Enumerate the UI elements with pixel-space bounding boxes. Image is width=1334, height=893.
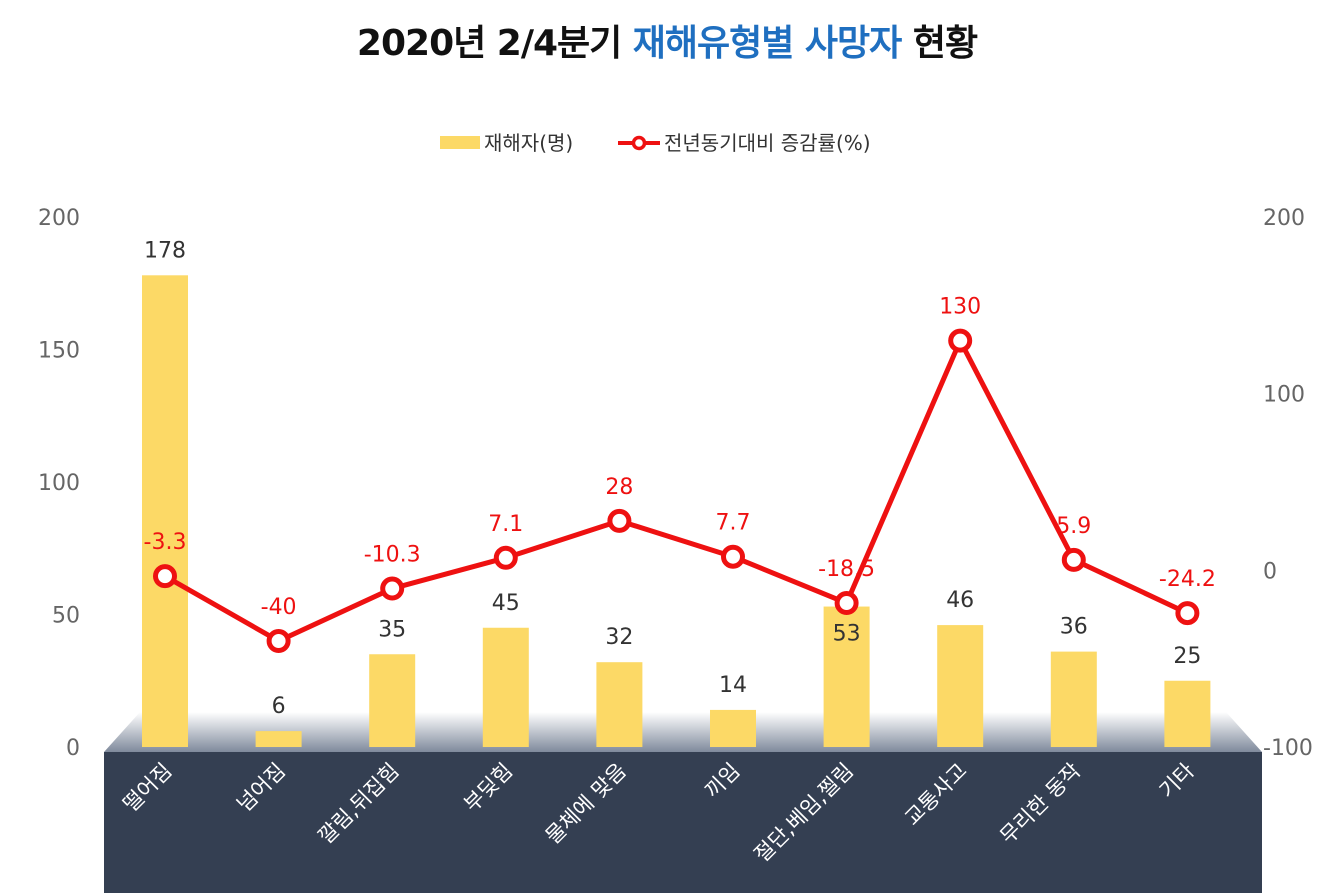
line-value-label: -3.3 [144, 530, 187, 555]
title-part-1: 2020년 2/4분기 [356, 23, 633, 64]
bar [142, 275, 188, 747]
line-marker [948, 328, 973, 353]
bar [710, 709, 756, 747]
legend-bar-label: 재해자(명) [484, 131, 573, 155]
category-band [104, 752, 1262, 893]
bar-value-label: 46 [946, 588, 974, 613]
line-series [153, 328, 1200, 653]
line-value-label: 7.7 [716, 511, 751, 536]
bar-value-label: 45 [492, 591, 520, 616]
line-marker [380, 576, 405, 601]
line-value-label: 28 [605, 475, 633, 500]
line-marker [834, 591, 859, 616]
right-tick-label: 100 [1263, 383, 1305, 408]
bar-value-label: 32 [605, 625, 633, 650]
line-value-label: 7.1 [488, 512, 523, 537]
bar-labels: 178 6 35 45 32 14 53 46 36 25 [144, 238, 1201, 719]
left-tick-label: 0 [66, 736, 80, 761]
line-value-label: 5.9 [1056, 514, 1091, 539]
bar [1050, 651, 1097, 747]
line-labels: -3.3 -40 -10.3 7.1 28 7.7 -18.5 130 5.9 -24.2 [144, 295, 1216, 620]
bar-value-label: 25 [1173, 644, 1201, 669]
legend: 재해자(명) 전년동기대비 증감률(%) [440, 131, 871, 155]
left-tick-label: 150 [38, 339, 80, 364]
right-axis: -100 0 100 200 [1263, 206, 1313, 761]
legend-line-label: 전년동기대비 증감률(%) [664, 131, 871, 155]
line-value-label: -18.5 [818, 557, 875, 582]
bar [369, 654, 416, 747]
bar [823, 606, 870, 747]
bar-value-label: 6 [272, 694, 286, 719]
line-value-label: 130 [939, 295, 981, 320]
left-axis: 0 50 100 150 200 [38, 206, 80, 761]
line-marker [1061, 547, 1086, 572]
left-tick-label: 200 [38, 206, 80, 231]
right-tick-label: 0 [1263, 559, 1277, 584]
bar-value-label: 14 [719, 673, 747, 698]
legend-bar-swatch [440, 136, 480, 149]
right-tick-label: -100 [1263, 736, 1313, 761]
line-value-label: -24.2 [1159, 567, 1216, 592]
line-path [163, 338, 1189, 644]
bar-value-label: 35 [378, 617, 406, 642]
bar [596, 662, 643, 747]
legend-line-marker [631, 135, 647, 151]
bar-value-label: 53 [833, 622, 861, 647]
bar-value-label: 178 [144, 238, 186, 263]
left-tick-label: 50 [52, 604, 80, 629]
bar-series [142, 275, 1211, 747]
line-value-label: -40 [261, 595, 297, 620]
bar [937, 625, 984, 747]
line-value-label: -10.3 [364, 543, 421, 568]
line-marker [266, 629, 291, 653]
bar [1164, 680, 1211, 747]
bar [482, 627, 529, 747]
right-tick-label: 200 [1263, 206, 1305, 231]
title-highlight: 재해유형별 사망자 [632, 23, 902, 64]
line-marker [1175, 601, 1200, 626]
bar [255, 731, 302, 747]
bar-value-label: 36 [1060, 615, 1088, 640]
chart-title: 2020년 2/4분기 재해유형별 사망자 현황 [0, 14, 1334, 66]
line-marker [153, 564, 177, 589]
line-marker [493, 545, 518, 570]
line-marker [721, 544, 745, 569]
title-part-3: 현황 [901, 23, 978, 64]
line-marker [607, 508, 632, 533]
left-tick-label: 100 [38, 471, 80, 496]
